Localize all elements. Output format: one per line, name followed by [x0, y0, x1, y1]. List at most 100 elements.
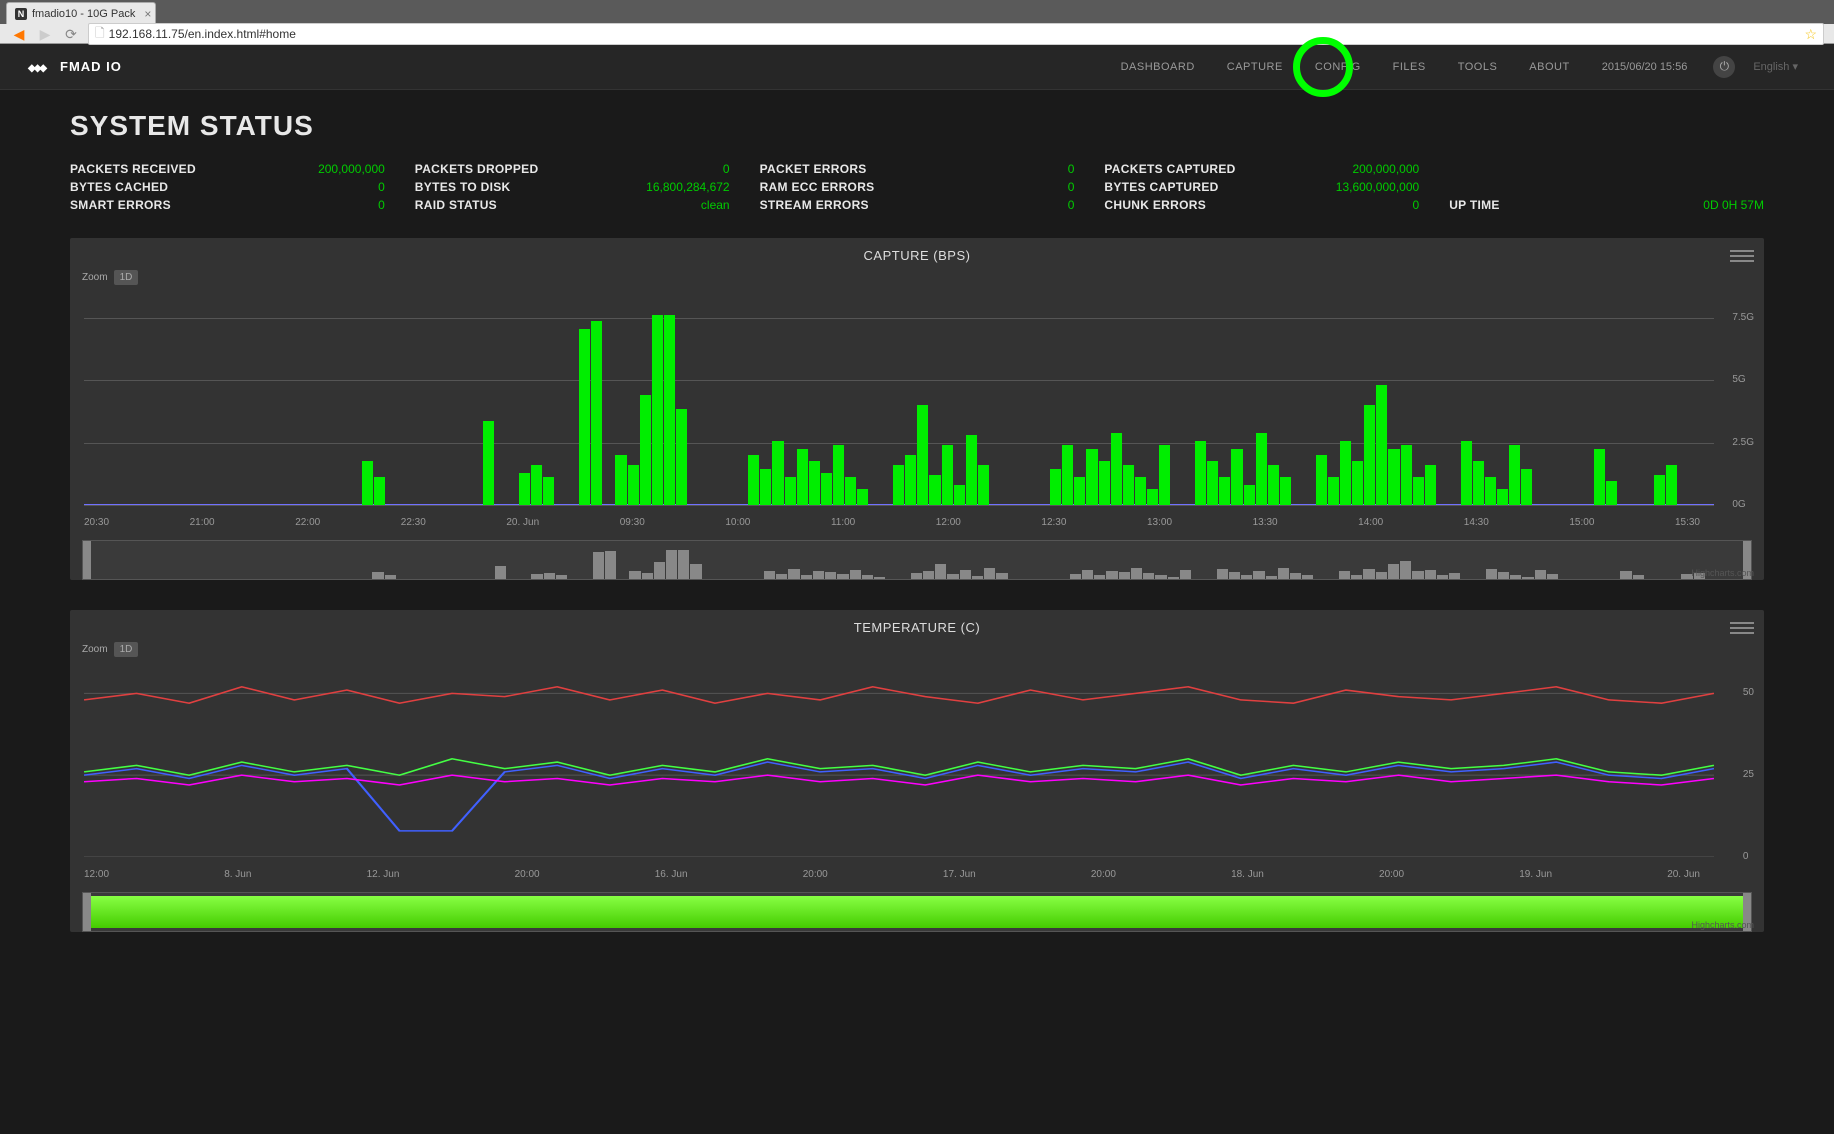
bar: [1413, 477, 1424, 505]
bar: [1364, 405, 1375, 505]
stat-value: 13,600,000,000: [1336, 180, 1419, 194]
nav-handle-left[interactable]: [83, 541, 91, 579]
stat-label: PACKETS CAPTURED: [1104, 162, 1235, 176]
bar: [1352, 461, 1363, 505]
nav-bar: [947, 574, 958, 579]
nav-bar: [911, 573, 922, 579]
bar: [797, 449, 808, 505]
chart-navigator[interactable]: [82, 540, 1752, 580]
nav-about[interactable]: ABOUT: [1513, 44, 1585, 90]
stat-label: UP TIME: [1449, 198, 1500, 212]
nav-tools[interactable]: TOOLS: [1442, 44, 1514, 90]
back-button[interactable]: ◀: [10, 25, 28, 43]
bar: [1485, 477, 1496, 505]
stat-label: BYTES CAPTURED: [1104, 180, 1218, 194]
bar: [1074, 477, 1085, 505]
bar: [1159, 445, 1170, 505]
bar: [893, 465, 904, 505]
url-text: 192.168.11.75/en.index.html#home: [109, 27, 296, 41]
zoom-1d-button[interactable]: 1D: [114, 270, 139, 285]
x-tick: 21:00: [190, 517, 215, 528]
stat-cell: RAID STATUSclean: [415, 196, 730, 214]
bar: [519, 473, 530, 505]
nav-bar: [1106, 571, 1117, 580]
nav-config[interactable]: CONFIG: [1299, 44, 1377, 90]
nav-bar: [690, 564, 701, 579]
nav-bar: [1143, 573, 1154, 579]
language-selector[interactable]: English ▾: [1745, 60, 1806, 73]
zoom-1d-button[interactable]: 1D: [114, 642, 139, 657]
x-tick: 20:00: [515, 869, 540, 880]
stat-value: clean: [701, 198, 730, 212]
nav-bar: [385, 575, 396, 579]
nav-datetime: 2015/06/20 15:56: [1586, 61, 1704, 73]
nav-handle-left[interactable]: [83, 893, 91, 931]
logo[interactable]: FMAD IO: [28, 59, 122, 75]
browser-chrome: N fmadio10 - 10G Pack × ◀ ▶ ⟳ 🗋 192.168.…: [0, 0, 1834, 44]
reload-button[interactable]: ⟳: [62, 25, 80, 43]
chart-navigator[interactable]: [82, 892, 1752, 932]
nav-files[interactable]: FILES: [1377, 44, 1442, 90]
bar: [1135, 477, 1146, 505]
nav-bar: [1620, 571, 1631, 580]
nav-bar: [372, 572, 383, 579]
nav-bar: [1388, 564, 1399, 579]
nav-bar: [544, 573, 555, 579]
x-tick: 12. Jun: [367, 869, 400, 880]
nav-bar: [984, 568, 995, 579]
bookmark-star-icon[interactable]: ☆: [1804, 26, 1817, 43]
bar: [1521, 469, 1532, 505]
address-bar: ◀ ▶ ⟳ 🗋 192.168.11.75/en.index.html#home…: [0, 24, 1834, 44]
bar: [1268, 465, 1279, 505]
bar: [1231, 449, 1242, 505]
nav-bar: [972, 576, 983, 579]
bar: [543, 477, 554, 505]
x-tick: 13:30: [1253, 517, 1278, 528]
nav-bar: [1094, 575, 1105, 579]
bar: [1388, 449, 1399, 505]
nav-bar: [593, 552, 604, 579]
nav-bar: [1131, 568, 1142, 579]
bar: [1123, 465, 1134, 505]
url-input[interactable]: 🗋 192.168.11.75/en.index.html#home ☆: [88, 23, 1824, 45]
nav-bar: [1339, 571, 1350, 579]
nav-bar: [556, 575, 567, 579]
browser-tab[interactable]: N fmadio10 - 10G Pack ×: [6, 2, 156, 24]
nav-dashboard[interactable]: DASHBOARD: [1105, 44, 1211, 90]
x-tick: 14:00: [1358, 517, 1383, 528]
nav-bar: [1168, 577, 1179, 579]
nav-bar: [1070, 574, 1081, 579]
x-tick: 15:30: [1675, 517, 1700, 528]
x-tick: 10:00: [725, 517, 750, 528]
nav-bar: [1351, 575, 1362, 579]
zoom-control: Zoom 1D: [82, 270, 138, 285]
power-icon[interactable]: ⏻: [1713, 56, 1735, 78]
nav-bar: [850, 570, 861, 579]
nav-bar: [495, 566, 506, 579]
bar: [833, 445, 844, 505]
chart-body: 50250: [84, 677, 1714, 857]
nav-bar: [654, 562, 665, 579]
x-tick: 15:00: [1569, 517, 1594, 528]
capture-chart-panel: CAPTURE (BPS) Zoom 1D 7.5G5G2.5G0G 20:30…: [70, 238, 1764, 580]
bar: [857, 489, 868, 505]
stat-label: BYTES CACHED: [70, 180, 168, 194]
nav-bar: [1486, 569, 1497, 579]
bar: [1376, 385, 1387, 505]
nav-bar: [629, 571, 640, 579]
stat-value: 0: [1068, 162, 1075, 176]
nav-capture[interactable]: CAPTURE: [1211, 44, 1299, 90]
chart-menu-icon[interactable]: [1730, 246, 1754, 266]
bar: [362, 461, 373, 505]
x-tick: 19. Jun: [1519, 869, 1552, 880]
nav-bar: [776, 574, 787, 579]
x-tick: 20. Jun: [506, 517, 539, 528]
x-tick: 22:00: [295, 517, 320, 528]
stat-cell: BYTES TO DISK16,800,284,672: [415, 178, 730, 196]
stat-cell: RAM ECC ERRORS0: [760, 178, 1075, 196]
series-line: [84, 759, 1714, 775]
chart-menu-icon[interactable]: [1730, 618, 1754, 638]
nav-bar: [1547, 574, 1558, 579]
close-icon[interactable]: ×: [144, 7, 151, 21]
forward-button[interactable]: ▶: [36, 25, 54, 43]
